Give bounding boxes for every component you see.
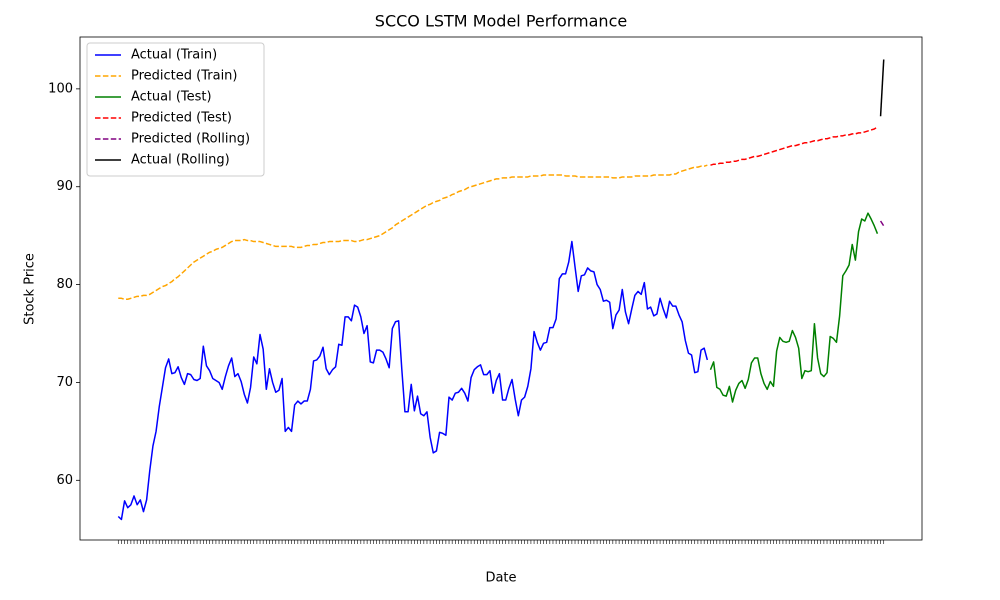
- legend: Actual (Train) Predicted (Train) Actual (T…: [86, 42, 265, 177]
- series-line: [117, 240, 709, 521]
- chart-title: SCCO LSTM Model Performance: [375, 12, 627, 31]
- legend-label: Actual (Rolling): [131, 153, 230, 168]
- legend-label: Predicted (Rolling): [131, 132, 250, 147]
- y-tick-label: 70: [56, 375, 73, 390]
- y-tick-label: 90: [56, 179, 73, 194]
- y-tick-label: 100: [48, 81, 73, 96]
- series-line: [118, 164, 708, 301]
- series-line: [879, 59, 885, 117]
- series-line: [879, 220, 885, 227]
- series-line: [709, 212, 879, 403]
- y-axis-label: Stock Price: [23, 253, 38, 325]
- legend-label: Actual (Train): [131, 48, 217, 63]
- legend-label: Actual (Test): [131, 90, 212, 105]
- y-tick-label: 80: [56, 277, 73, 292]
- legend-box: [86, 42, 265, 177]
- legend-label: Predicted (Test): [131, 111, 232, 126]
- y-tick-label: 60: [56, 473, 73, 488]
- plot-frame: [79, 36, 923, 541]
- legend-label: Predicted (Train): [131, 69, 238, 84]
- series-line: [710, 126, 878, 166]
- x-axis-label: Date: [485, 571, 516, 586]
